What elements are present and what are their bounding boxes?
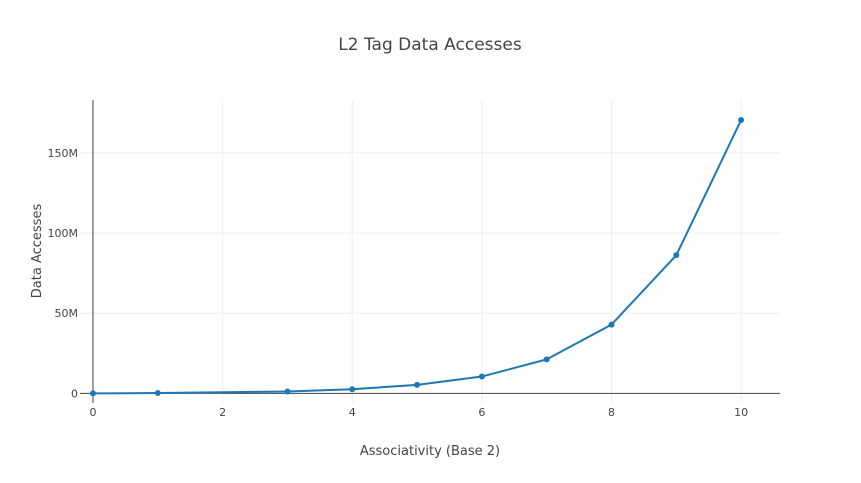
data-point[interactable]: [478, 373, 485, 380]
data-point[interactable]: [414, 381, 421, 388]
series-line: [92, 119, 743, 395]
y-tick-label: 0: [71, 387, 78, 400]
x-tick-label: 0: [89, 406, 96, 419]
axes: [80, 100, 780, 403]
y-tick-label: 150M: [48, 147, 79, 160]
y-tick-label: 50M: [55, 307, 79, 320]
y-axis-title: Data Accesses: [30, 204, 45, 299]
data-point[interactable]: [154, 390, 161, 397]
data-point[interactable]: [673, 252, 680, 259]
y-tick-label: 100M: [48, 227, 79, 240]
data-point[interactable]: [349, 386, 356, 393]
x-tick-label: 8: [608, 406, 615, 419]
data-point[interactable]: [89, 390, 96, 397]
series: [89, 117, 745, 397]
data-point[interactable]: [543, 356, 550, 363]
x-tick-label: 10: [734, 406, 748, 419]
tick-labels: 0 2 4 6 8 10 0 50M 100M 150M: [48, 147, 749, 419]
x-tick-label: 4: [349, 406, 356, 419]
grid-lines: [80, 100, 780, 403]
data-point[interactable]: [738, 117, 745, 124]
data-point[interactable]: [284, 388, 291, 395]
x-axis-title: Associativity (Base 2): [360, 444, 500, 459]
x-tick-label: 2: [219, 406, 226, 419]
data-point[interactable]: [608, 321, 615, 328]
chart-title: L2 Tag Data Accesses: [338, 35, 522, 55]
x-tick-label: 6: [478, 406, 485, 419]
